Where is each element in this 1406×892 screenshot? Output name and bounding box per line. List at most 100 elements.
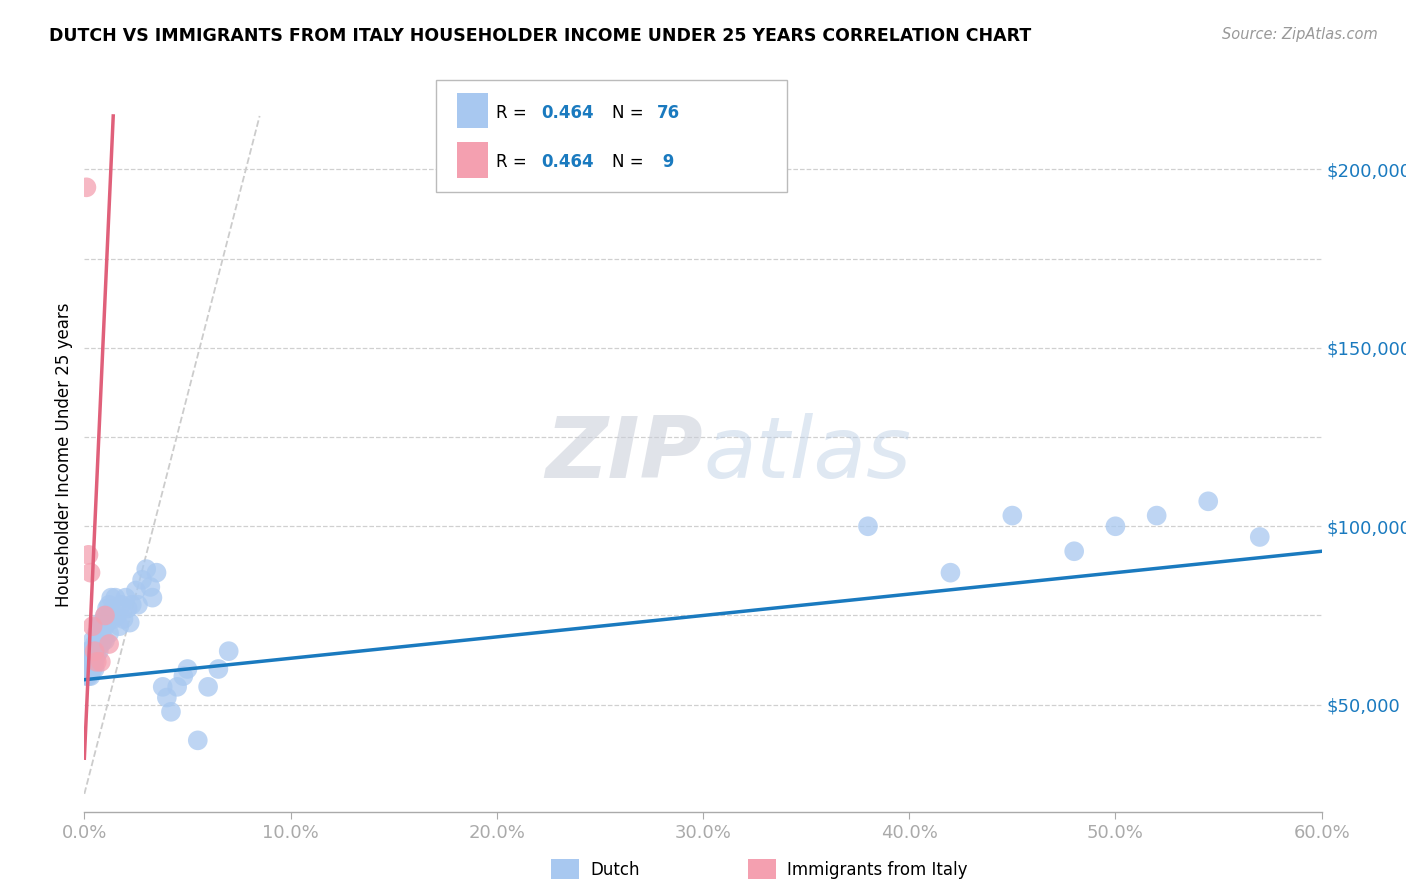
Point <box>110 598 132 612</box>
Point <box>1063 544 1085 558</box>
Text: DUTCH VS IMMIGRANTS FROM ITALY HOUSEHOLDER INCOME UNDER 25 YEARS CORRELATION CHA: DUTCH VS IMMIGRANTS FROM ITALY HOUSEHOLD… <box>49 27 1032 45</box>
Point <box>83 662 105 676</box>
Point <box>156 690 179 705</box>
Point <box>86 655 108 669</box>
Point <box>77 655 100 669</box>
Text: ZIP: ZIP <box>546 413 703 497</box>
Text: Source: ZipAtlas.com: Source: ZipAtlas.com <box>1222 27 1378 42</box>
Point <box>83 644 105 658</box>
Point <box>90 637 112 651</box>
Point <box>75 662 97 676</box>
Point <box>98 637 121 651</box>
Point <box>1001 508 1024 523</box>
Point <box>103 612 125 626</box>
Point <box>86 637 108 651</box>
Point <box>83 637 105 651</box>
Y-axis label: Householder Income Under 25 years: Householder Income Under 25 years <box>55 302 73 607</box>
Point <box>79 669 101 683</box>
Text: R =: R = <box>496 153 533 171</box>
Point <box>90 655 112 669</box>
Point <box>160 705 183 719</box>
Point <box>79 644 101 658</box>
Point <box>82 619 104 633</box>
Point <box>87 644 110 658</box>
Point <box>176 662 198 676</box>
Point <box>79 566 101 580</box>
Point <box>100 591 122 605</box>
Point <box>79 651 101 665</box>
Point <box>98 598 121 612</box>
Point <box>856 519 879 533</box>
Point <box>90 615 112 630</box>
Point <box>166 680 188 694</box>
Point <box>104 591 127 605</box>
Point <box>82 662 104 676</box>
Point <box>117 601 139 615</box>
Point <box>91 633 114 648</box>
Point <box>218 644 240 658</box>
Point <box>94 608 117 623</box>
Point <box>135 562 157 576</box>
Point <box>83 644 105 658</box>
Point <box>114 591 136 605</box>
Point <box>127 598 149 612</box>
Point <box>91 619 114 633</box>
Text: Immigrants from Italy: Immigrants from Italy <box>787 861 967 879</box>
Point <box>141 591 163 605</box>
Point <box>112 612 135 626</box>
Point <box>1104 519 1126 533</box>
Point <box>187 733 209 747</box>
Point <box>98 626 121 640</box>
Point <box>96 615 118 630</box>
Point <box>172 669 194 683</box>
Point <box>79 662 101 676</box>
Point <box>96 601 118 615</box>
Point <box>82 644 104 658</box>
Point <box>75 655 97 669</box>
Point <box>94 608 117 623</box>
Text: N =: N = <box>612 104 648 122</box>
Text: 0.464: 0.464 <box>541 153 593 171</box>
Point <box>86 648 108 662</box>
Point <box>1197 494 1219 508</box>
Point <box>86 626 108 640</box>
Point <box>207 662 229 676</box>
Text: Dutch: Dutch <box>591 861 640 879</box>
Text: 76: 76 <box>657 104 679 122</box>
Text: 9: 9 <box>657 153 673 171</box>
Point <box>82 651 104 665</box>
Text: N =: N = <box>612 153 648 171</box>
Point <box>131 573 153 587</box>
Point <box>77 548 100 562</box>
Point <box>939 566 962 580</box>
Text: 0.464: 0.464 <box>541 104 593 122</box>
Point <box>87 633 110 648</box>
Point <box>83 655 105 669</box>
Text: R =: R = <box>496 104 533 122</box>
Point <box>125 583 148 598</box>
Point <box>87 619 110 633</box>
Point <box>121 598 143 612</box>
Point <box>152 680 174 694</box>
Point <box>197 680 219 694</box>
Point <box>77 644 100 658</box>
Point <box>1146 508 1168 523</box>
Point <box>1249 530 1271 544</box>
Point <box>75 180 97 194</box>
Point <box>98 608 121 623</box>
Point <box>94 633 117 648</box>
Point <box>77 669 100 683</box>
Point <box>139 580 162 594</box>
Point <box>75 669 97 683</box>
Point <box>77 662 100 676</box>
Point <box>94 619 117 633</box>
Point <box>145 566 167 580</box>
Point <box>118 615 141 630</box>
Point <box>90 626 112 640</box>
Point <box>79 658 101 673</box>
Point <box>108 619 131 633</box>
Point <box>100 605 122 619</box>
Point <box>82 633 104 648</box>
Text: atlas: atlas <box>703 413 911 497</box>
Point <box>105 608 128 623</box>
